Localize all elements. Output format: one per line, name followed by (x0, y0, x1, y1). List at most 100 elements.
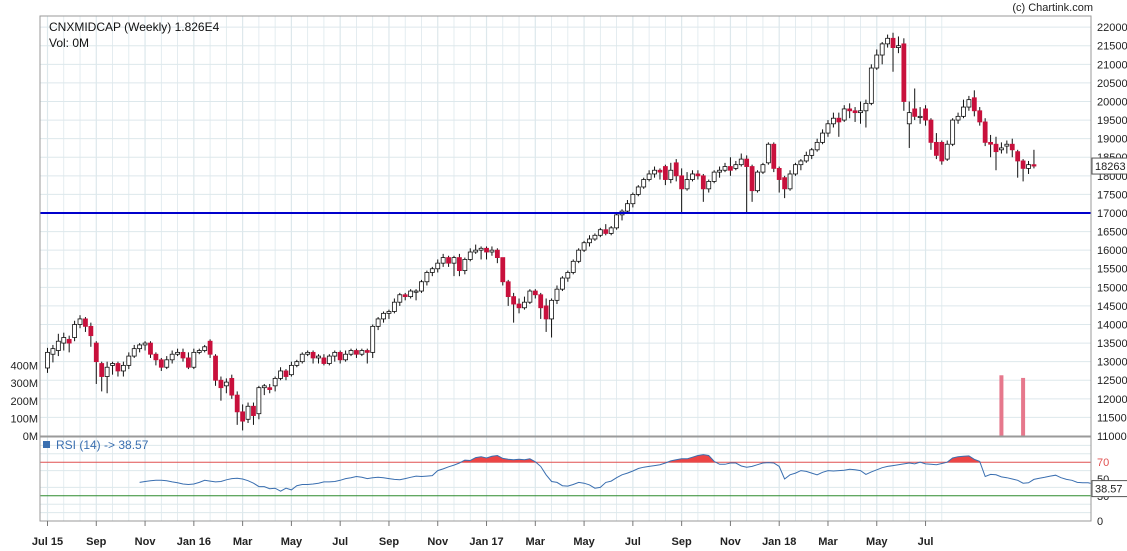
candle-down (1015, 151, 1021, 162)
candle-down (148, 342, 153, 355)
candle-up (760, 164, 766, 173)
candle-up (522, 301, 527, 309)
volume-tick-label: 200M (10, 396, 38, 408)
time-tick-label: May (281, 536, 303, 548)
candle-down (158, 359, 164, 368)
candle-up (451, 257, 457, 264)
candle-down (180, 351, 186, 359)
candle-up (738, 158, 744, 166)
candle-up (814, 141, 820, 151)
candle-up (126, 355, 132, 366)
time-tick-label: Jan 16 (177, 536, 211, 548)
candle-up (858, 110, 863, 114)
candle-down (982, 121, 988, 143)
candle-up (391, 301, 397, 312)
candle-down (364, 350, 370, 353)
candle-up (348, 350, 354, 355)
candle-up (50, 348, 56, 355)
time-tick-label: Sep (86, 536, 106, 548)
price-tick-label: 14000 (1097, 319, 1127, 331)
candle-up (803, 154, 809, 162)
price-tick-label: 13500 (1097, 338, 1127, 350)
rsi-line (139, 454, 1127, 492)
candle-up (961, 106, 966, 117)
candle-up (386, 311, 392, 314)
price-tick-label: 19500 (1097, 115, 1127, 127)
time-tick-label: Sep (379, 536, 399, 548)
candle-up (305, 351, 311, 355)
candle-down (283, 370, 289, 377)
value-badges: 18263 38.57 (1091, 157, 1127, 498)
candle-down (186, 357, 191, 368)
last-rsi-badge (1091, 480, 1127, 498)
candle-down (66, 338, 72, 344)
candle-up (489, 249, 495, 253)
last-price-badge (1091, 157, 1127, 175)
candle-down (901, 43, 907, 102)
candle-up (565, 272, 571, 279)
time-tick-label: Mar (526, 536, 546, 548)
candle-down (251, 405, 256, 416)
time-tick-label: Mar (818, 536, 838, 548)
candle-up (863, 102, 869, 112)
candle-up (614, 214, 619, 229)
price-tick-label: 20000 (1097, 96, 1127, 108)
candle-down (532, 290, 538, 296)
candle-down (207, 340, 213, 355)
candle-up (272, 377, 278, 387)
candle-up (424, 272, 430, 283)
price-tick-label: 14500 (1097, 301, 1127, 313)
price-tick-label: 12000 (1097, 394, 1127, 406)
candle-down (977, 110, 983, 123)
candle-up (755, 171, 760, 192)
rsi-tick-label: 70 (1097, 457, 1109, 469)
volume-tick-label: 400M (10, 361, 38, 373)
candle-down (679, 175, 685, 190)
candle-up (999, 147, 1004, 151)
rsi-legend-swatch (43, 441, 50, 448)
price-tick-label: 19000 (1097, 134, 1127, 146)
candle-up (429, 268, 435, 273)
candle-up (831, 117, 836, 125)
candle-up (733, 164, 739, 169)
candle-down (1031, 164, 1037, 167)
time-axis-labels: Jul 15 Sep Nov Jan 16 Mar May Jul Sep Nov Jan 17 M… (32, 521, 933, 548)
candle-up (473, 249, 479, 253)
candle-up (370, 325, 376, 353)
candle-up (711, 171, 717, 182)
time-tick-label: Nov (720, 536, 742, 548)
candle-up (527, 290, 533, 303)
candle-up (549, 299, 554, 320)
candle-up (668, 169, 674, 180)
candle-down (99, 363, 105, 377)
candle-down (402, 294, 408, 298)
chart-title: CNXMIDCAP (Weekly) 1.826E4 (49, 20, 220, 34)
rsi-legend: RSI (14) -> 38.57 (56, 438, 149, 452)
candle-down (267, 387, 273, 390)
volume-tick-label: 0M (23, 431, 38, 443)
candle-down (218, 379, 224, 389)
price-tick-label: 15000 (1097, 282, 1127, 294)
price-tick-label: 21000 (1097, 59, 1127, 71)
time-tick-label: Jul (332, 536, 348, 548)
candle-down (847, 108, 853, 112)
rsi-tick-label: 0 (1097, 516, 1103, 528)
candle-down (354, 350, 359, 355)
candle-up (1004, 143, 1010, 147)
candle-up (196, 350, 202, 353)
candle-up (1026, 164, 1031, 169)
candle-down (457, 257, 462, 272)
price-tick-label: 17000 (1097, 208, 1127, 220)
price-tick-label: 17500 (1097, 189, 1127, 201)
candle-up (625, 203, 630, 212)
candle-up (641, 179, 647, 188)
candle-up (560, 277, 565, 290)
volume-bar (999, 375, 1004, 436)
candle-up (906, 112, 912, 125)
candle-down (1020, 160, 1026, 169)
candle-up (793, 164, 798, 175)
price-panel-frame (39, 15, 1092, 437)
price-tick-label: 11500 (1097, 412, 1127, 424)
candle-up (467, 251, 473, 260)
